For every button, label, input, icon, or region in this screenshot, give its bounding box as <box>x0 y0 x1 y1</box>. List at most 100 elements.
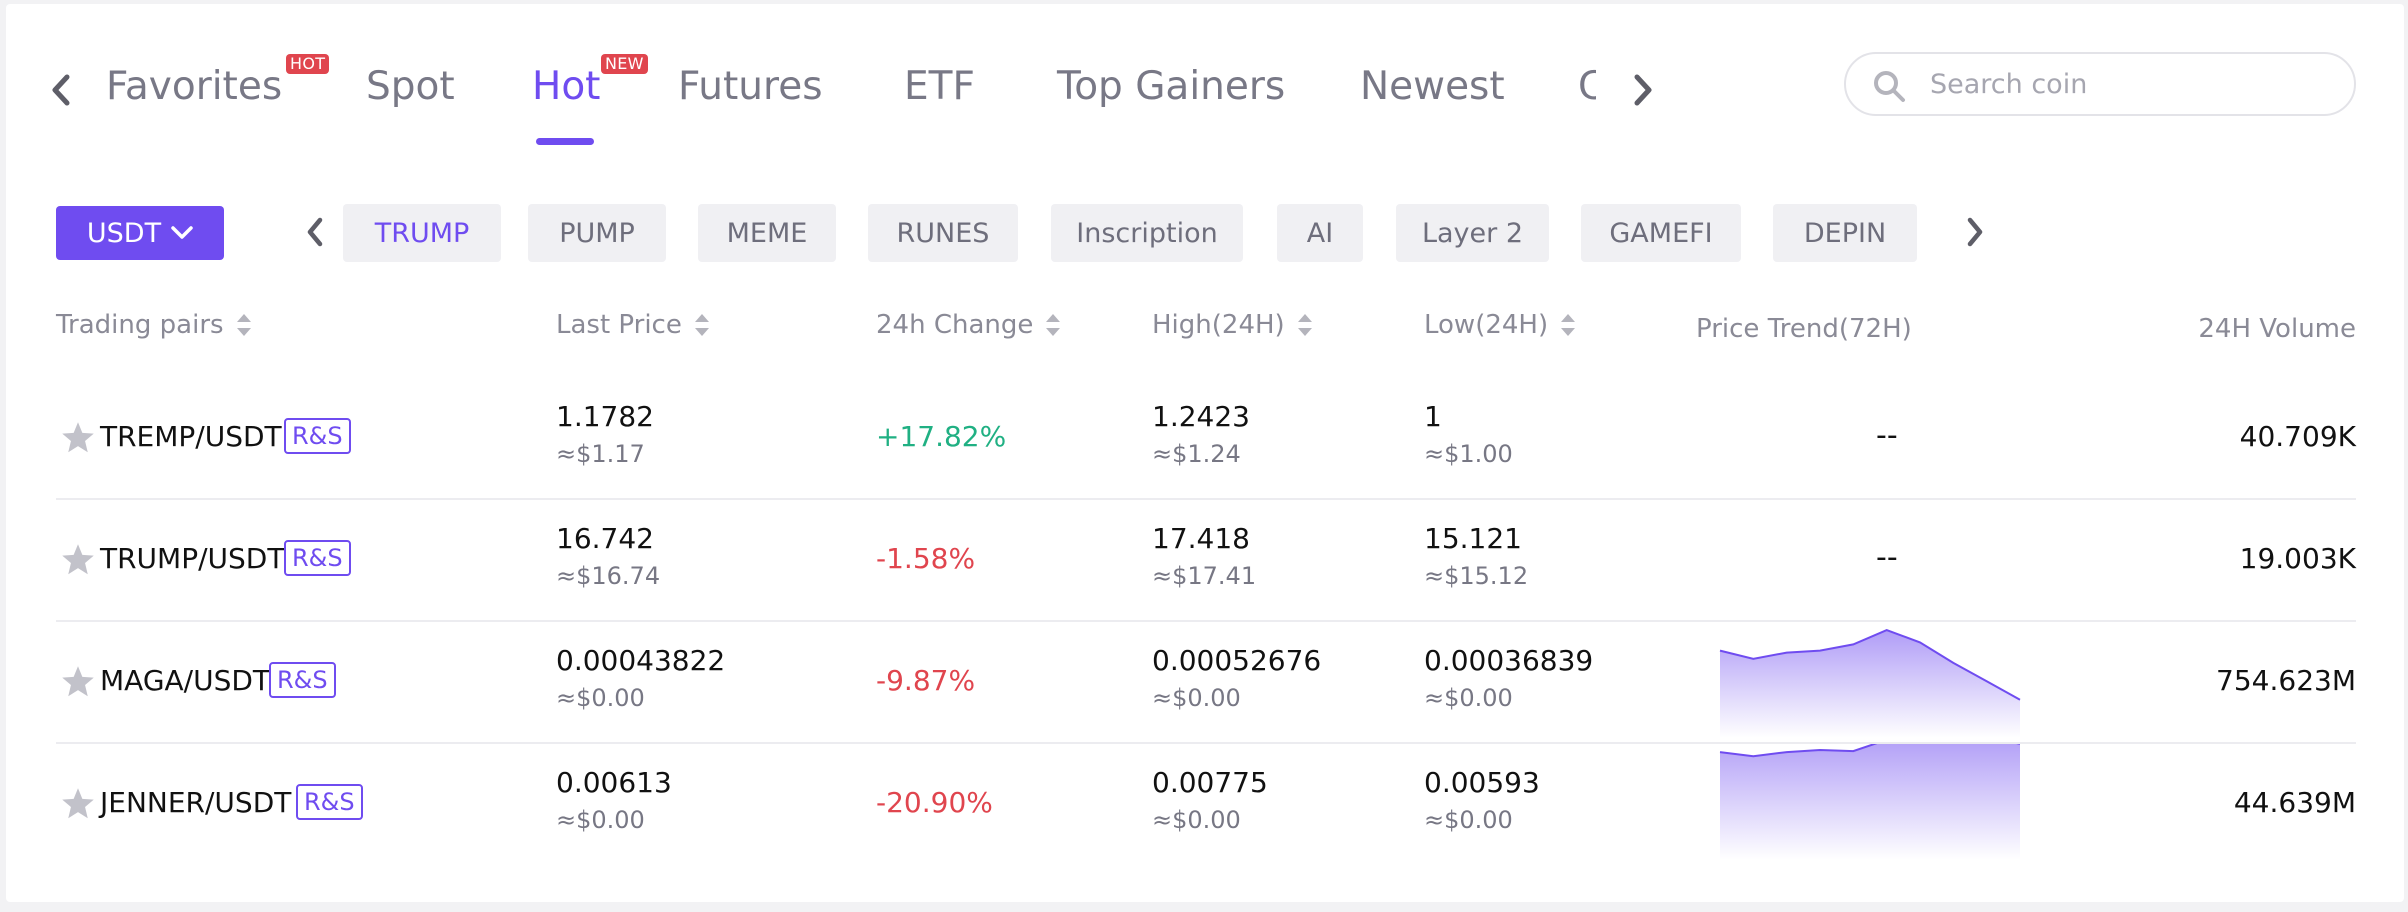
sort-icon[interactable] <box>236 312 252 338</box>
volume: 40.709K <box>2239 420 2356 453</box>
search-input[interactable] <box>1930 62 2330 106</box>
sort-icon[interactable] <box>1560 312 1576 338</box>
high-price-usd: ≈$0.00 <box>1152 684 1241 712</box>
chip-label: DEPIN <box>1803 217 1887 249</box>
high-price-usd: ≈$0.00 <box>1152 806 1241 834</box>
tab-etf[interactable]: ETF <box>904 64 975 109</box>
star-icon[interactable] <box>60 786 96 822</box>
change-value: -9.87% <box>876 664 976 697</box>
high-price: 17.418 <box>1152 522 1250 555</box>
market-card: Favorites HOT Spot Hot NEW Futures ETF T… <box>6 4 2404 902</box>
tab-label: Spot <box>366 64 455 109</box>
low-price-usd: ≈$0.00 <box>1424 684 1513 712</box>
chip-depin[interactable]: DEPIN <box>1773 204 1917 262</box>
chip-label: RUNES <box>896 217 990 249</box>
sort-icon[interactable] <box>1297 312 1313 338</box>
star-icon[interactable] <box>60 664 96 700</box>
header-label: Trading pairs <box>56 310 224 340</box>
header-trading-pairs: Trading pairs <box>56 310 252 340</box>
rs-tag: R&S <box>284 540 351 576</box>
tab-label: ETF <box>904 64 975 109</box>
header-last-price: Last Price <box>556 310 710 340</box>
sort-icon[interactable] <box>1045 312 1061 338</box>
chevron-right-icon <box>1967 217 1983 247</box>
volume: 754.623M <box>2216 664 2356 697</box>
tab-newest[interactable]: Newest <box>1360 64 1505 109</box>
low-price-usd: ≈$0.00 <box>1424 806 1513 834</box>
high-price-usd: ≈$1.24 <box>1152 440 1241 468</box>
trend-area <box>1720 630 2020 738</box>
tab-futures[interactable]: Futures <box>678 64 823 109</box>
price-trend-sparkline <box>1719 629 2021 738</box>
chip-gamefi[interactable]: GAMEFI <box>1581 204 1741 262</box>
table-row[interactable]: TRUMP/USDT R&S 16.742 ≈$16.74 -1.58% 17.… <box>56 500 2356 622</box>
chip-ai[interactable]: AI <box>1277 204 1363 262</box>
low-price-usd: ≈$15.12 <box>1424 562 1529 590</box>
chip-meme[interactable]: MEME <box>698 204 836 262</box>
chips-prev-button[interactable] <box>300 212 330 256</box>
trend-line <box>1719 744 2020 758</box>
header-24h-change: 24h Change <box>876 310 1061 340</box>
chip-runes[interactable]: RUNES <box>868 204 1018 262</box>
tab-more[interactable]: C <box>1578 64 1596 109</box>
low-price: 15.121 <box>1424 522 1522 555</box>
chips-next-button[interactable] <box>1960 212 1990 256</box>
price-trend-sparkline <box>1719 744 2020 860</box>
low-price: 1 <box>1424 400 1442 433</box>
chevron-right-icon <box>1634 74 1652 106</box>
chip-inscription[interactable]: Inscription <box>1051 204 1243 262</box>
low-price-usd: ≈$1.00 <box>1424 440 1513 468</box>
tab-label: Hot <box>532 64 601 109</box>
low-price: 0.00593 <box>1424 766 1540 799</box>
chevron-down-icon <box>171 226 193 239</box>
active-tab-indicator <box>536 138 594 145</box>
tab-spot[interactable]: Spot <box>366 64 455 109</box>
high-price: 1.2423 <box>1152 400 1250 433</box>
table-row[interactable]: MAGA/USDT R&S 0.00043822 ≈$0.00 -9.87% 0… <box>56 622 2356 744</box>
star-icon[interactable] <box>60 420 96 456</box>
last-price-usd: ≈$16.74 <box>556 562 661 590</box>
row-divider <box>56 620 2356 622</box>
chip-layer-2[interactable]: Layer 2 <box>1396 204 1549 262</box>
tabs-prev-button[interactable] <box>44 70 78 110</box>
tab-favorites[interactable]: Favorites <box>106 64 282 109</box>
chip-pump[interactable]: PUMP <box>528 204 666 262</box>
rs-tag: R&S <box>284 418 351 454</box>
tab-hot[interactable]: Hot <box>532 64 600 109</box>
header-label: 24h Change <box>876 310 1034 340</box>
sort-icon[interactable] <box>694 312 710 338</box>
pair-name: MAGA/USDT <box>100 664 271 697</box>
pair-name: JENNER/USDT <box>100 786 292 819</box>
row-divider <box>56 742 2356 744</box>
high-price-usd: ≈$17.41 <box>1152 562 1257 590</box>
change-value: -20.90% <box>876 786 993 819</box>
table-row[interactable]: JENNER/USDT R&S 0.00613 ≈$0.00 -20.90% 0… <box>56 744 2356 866</box>
volume: 19.003K <box>2239 542 2356 575</box>
tab-top-gainers[interactable]: Top Gainers <box>1057 64 1285 109</box>
tab-label: Favorites <box>106 64 283 109</box>
chip-label: TRUMP <box>374 217 470 249</box>
quote-currency-dropdown[interactable]: USDT <box>56 206 224 260</box>
rs-tag: R&S <box>269 662 336 698</box>
high-price: 0.00775 <box>1152 766 1268 799</box>
header-label: High(24H) <box>1152 310 1285 340</box>
last-price: 0.00613 <box>556 766 672 799</box>
volume: 44.639M <box>2233 786 2356 819</box>
star-icon[interactable] <box>60 542 96 578</box>
header-label: Low(24H) <box>1424 310 1549 340</box>
trend-placeholder: -- <box>1876 418 1898 453</box>
tab-label: C <box>1578 64 1596 109</box>
chip-label: Inscription <box>1076 217 1218 249</box>
chevron-left-icon <box>307 217 323 247</box>
tabs-next-button[interactable] <box>1626 70 1660 110</box>
pair-name: TREMP/USDT <box>100 420 282 453</box>
chip-trump[interactable]: TRUMP <box>343 204 501 262</box>
tab-label: Newest <box>1360 64 1505 109</box>
change-value: +17.82% <box>876 420 1007 453</box>
table-row[interactable]: TREMP/USDT R&S 1.1782 ≈$1.17 +17.82% 1.2… <box>56 378 2356 500</box>
search-box[interactable] <box>1844 52 2356 116</box>
low-price: 0.00036839 <box>1424 644 1594 677</box>
header-high-24h: High(24H) <box>1152 310 1313 340</box>
header-24h-volume: 24H Volume <box>2056 314 2356 344</box>
chip-label: GAMEFI <box>1609 217 1713 249</box>
